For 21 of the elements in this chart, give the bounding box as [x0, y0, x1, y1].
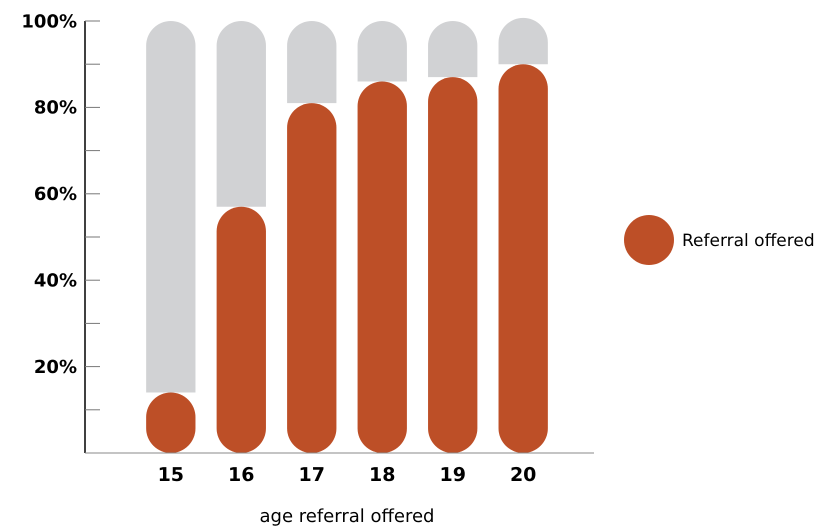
bar: [146, 21, 196, 393]
y-tick-label: 100%: [21, 11, 77, 32]
bar: [428, 77, 478, 453]
y-tick-label: 20%: [34, 356, 77, 378]
x-axis-title: age referral offered: [260, 506, 434, 527]
text: Referral offered: [682, 230, 815, 251]
bar: [287, 103, 336, 453]
bar: [358, 81, 407, 453]
x-tick-label: 20: [510, 464, 536, 486]
y-tick-label: 60%: [34, 184, 77, 206]
bar: [498, 64, 548, 453]
y-tick-label: 40%: [34, 270, 77, 292]
bar: [216, 206, 266, 453]
y-tick-label: 80%: [34, 98, 77, 119]
bar: [287, 21, 336, 104]
bar: [216, 21, 266, 207]
x-tick-label: 18: [369, 464, 396, 486]
x-tick-label: 15: [158, 464, 184, 486]
x-tick-label: 19: [439, 464, 466, 486]
x-tick-label: 17: [298, 464, 325, 486]
x-tick-label: 16: [228, 464, 255, 486]
